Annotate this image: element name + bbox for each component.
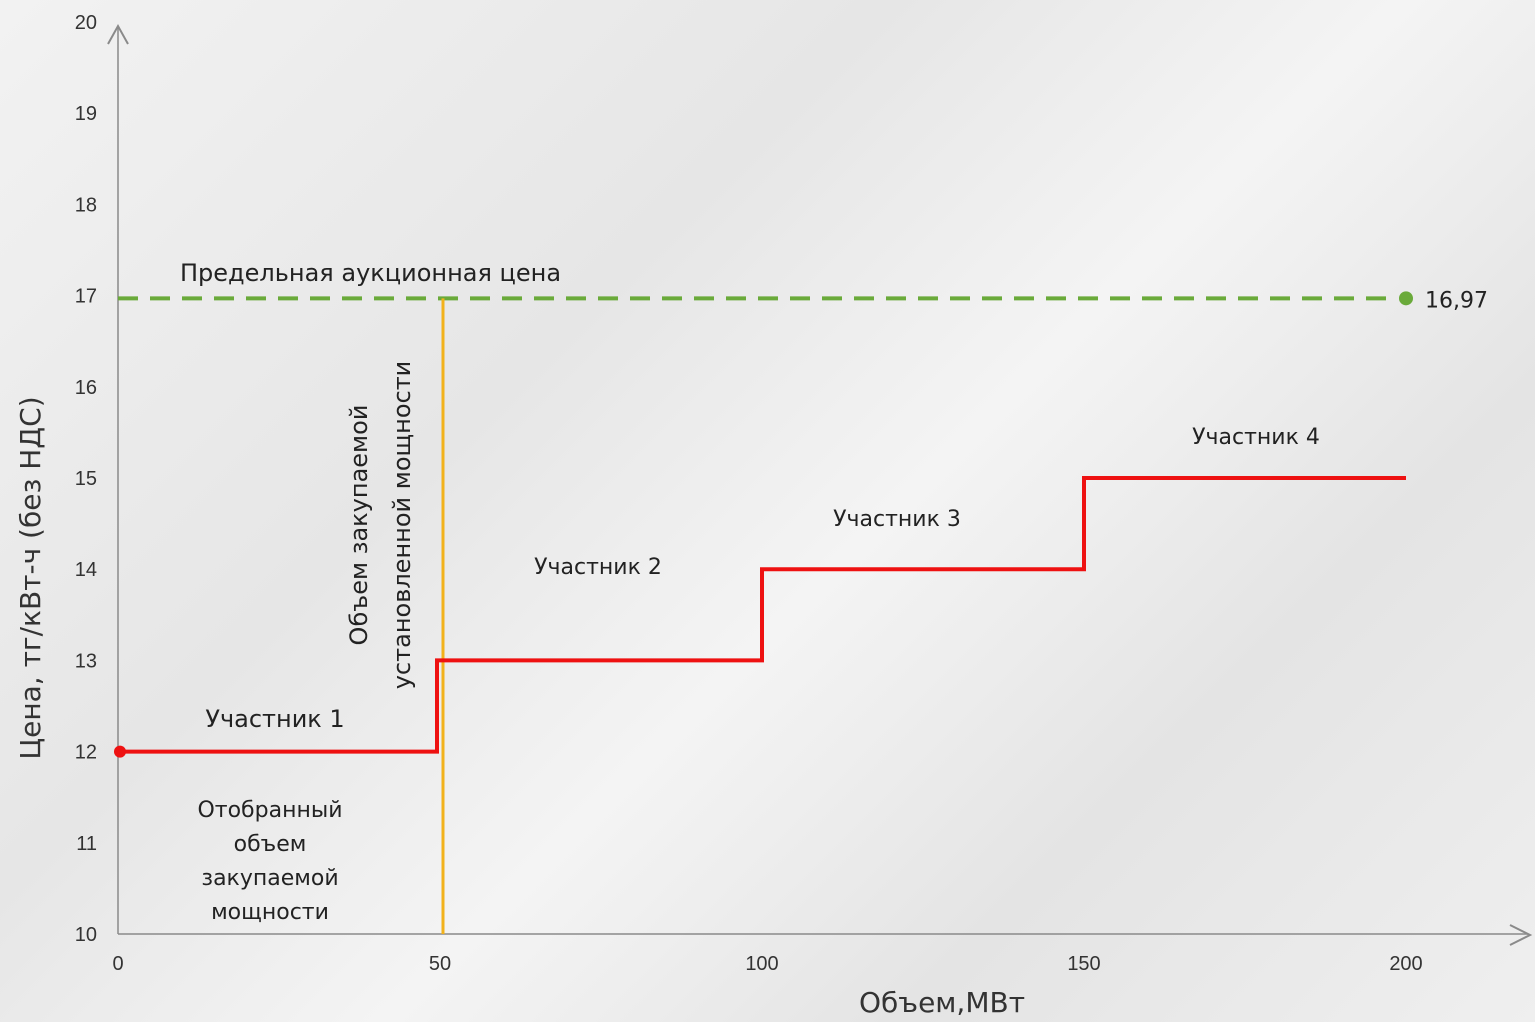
x-axis-title: Объем,МВт	[859, 986, 1025, 1019]
price-cap-marker	[1399, 291, 1413, 306]
x-tick-label: 0	[112, 953, 123, 975]
participant-4-label: Участник 4	[1192, 425, 1320, 450]
selected-volume-label-line: мощности	[211, 900, 329, 925]
y-tick-label: 18	[75, 194, 97, 216]
y-tick-label: 16	[75, 377, 97, 399]
volume-label-line2: установленной мощности	[388, 361, 416, 690]
x-tick-label: 200	[1389, 953, 1422, 975]
participant-2-label: Участник 2	[534, 555, 662, 580]
y-tick-label: 13	[75, 650, 97, 672]
y-tick-label: 12	[75, 742, 97, 764]
volume-label-line1: Объем закупаемой	[345, 405, 373, 646]
x-tick-label: 50	[429, 953, 451, 975]
y-tick-label: 20	[75, 12, 97, 34]
y-tick-label: 11	[76, 833, 97, 855]
price-cap-label: Предельная аукционная цена	[180, 259, 561, 287]
y-tick-label: 10	[75, 924, 97, 946]
selected-volume-label-line: Отобранный	[197, 798, 342, 823]
y-tick-label: 19	[75, 103, 97, 125]
y-tick-label: 14	[75, 559, 97, 581]
y-tick-label: 15	[75, 468, 97, 490]
price-cap-value: 16,97	[1425, 288, 1488, 313]
x-axis-arrow-icon	[1509, 924, 1533, 946]
selected-volume-label-line: объем	[234, 832, 307, 857]
series-step-line	[118, 476, 1406, 754]
selected-volume-label-line: закупаемой	[201, 866, 338, 891]
x-tick-label: 100	[745, 953, 778, 975]
y-axis-arrow-icon	[107, 23, 129, 45]
x-tick-label: 150	[1067, 953, 1100, 975]
y-axis-title: Цена, тг/кВт-ч (без НДС)	[14, 396, 47, 759]
participant-1-label: Участник 1	[205, 705, 344, 733]
participant-3-label: Участник 3	[833, 507, 961, 532]
series-start-marker	[114, 745, 126, 758]
y-tick-label: 17	[75, 286, 97, 308]
